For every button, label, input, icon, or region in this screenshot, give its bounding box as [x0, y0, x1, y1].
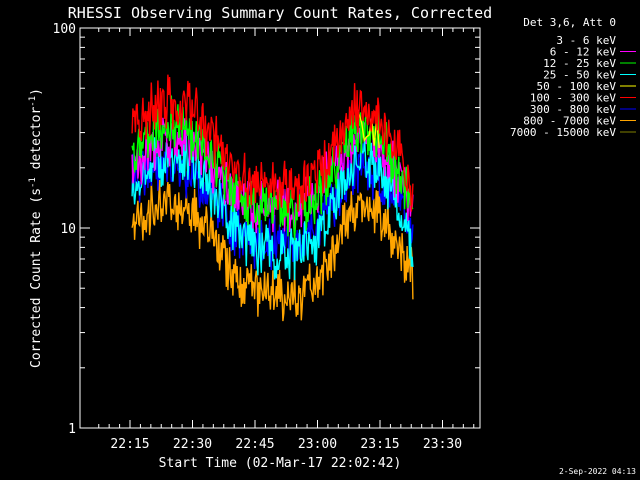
x-tick-label: 22:30 — [173, 437, 212, 452]
axes: 1 10 100 22:15 22:30 22:45 23:00 23:15 23:30 — [53, 22, 481, 452]
legend-label: 25 - 50 keV — [543, 69, 616, 82]
timestamp: 2-Sep-2022 04:13 — [559, 467, 636, 476]
series-line-800-7000-keV — [131, 179, 414, 322]
y-axis-label-end: ) — [29, 88, 44, 96]
x-tick-label: 23:00 — [298, 437, 337, 452]
series-line-3-6-keV — [131, 41, 414, 80]
y-axis-label-mid: detector — [29, 107, 44, 178]
legend-label: 3 - 6 keV — [556, 34, 616, 47]
y-tick-label: 100 — [53, 22, 76, 37]
y-axis-label-sup1: -1 — [28, 177, 38, 188]
x-tick-label: 22:15 — [110, 437, 149, 452]
x-tick-label: 23:30 — [423, 437, 462, 452]
series-line-50-100-keV — [358, 114, 380, 149]
legend-label: 12 - 25 keV — [543, 57, 616, 70]
legend-label: 7000 - 15000 keV — [510, 126, 616, 139]
y-tick-label: 10 — [60, 222, 76, 237]
y-axis-label: Corrected Count Rate (s-1 detector-1) — [28, 88, 44, 368]
series-line-100-300-keV — [131, 74, 414, 214]
chart-title: RHESSI Observing Summary Count Rates, Co… — [68, 4, 492, 22]
y-tick-label: 1 — [68, 422, 76, 437]
legend-label: 800 - 7000 keV — [523, 115, 616, 128]
x-tick-label: 23:15 — [360, 437, 399, 452]
plot-area — [131, 41, 414, 322]
legend-label: 50 - 100 keV — [537, 80, 617, 93]
x-axis-label: Start Time (02-Mar-17 22:02:42) — [159, 456, 402, 471]
x-tick-label: 22:45 — [235, 437, 274, 452]
legend-label: 100 - 300 keV — [530, 92, 616, 105]
series-line-12-25-keV — [131, 95, 414, 241]
legend-label: 300 - 800 keV — [530, 103, 616, 116]
y-axis-label-main: Corrected Count Rate (s — [29, 188, 44, 368]
y-axis-label-sup2: -1 — [28, 96, 38, 107]
legend-title: Det 3,6, Att 0 — [523, 16, 616, 29]
series-line-25-50-keV — [131, 135, 414, 281]
legend-label: 6 - 12 keV — [550, 46, 617, 59]
